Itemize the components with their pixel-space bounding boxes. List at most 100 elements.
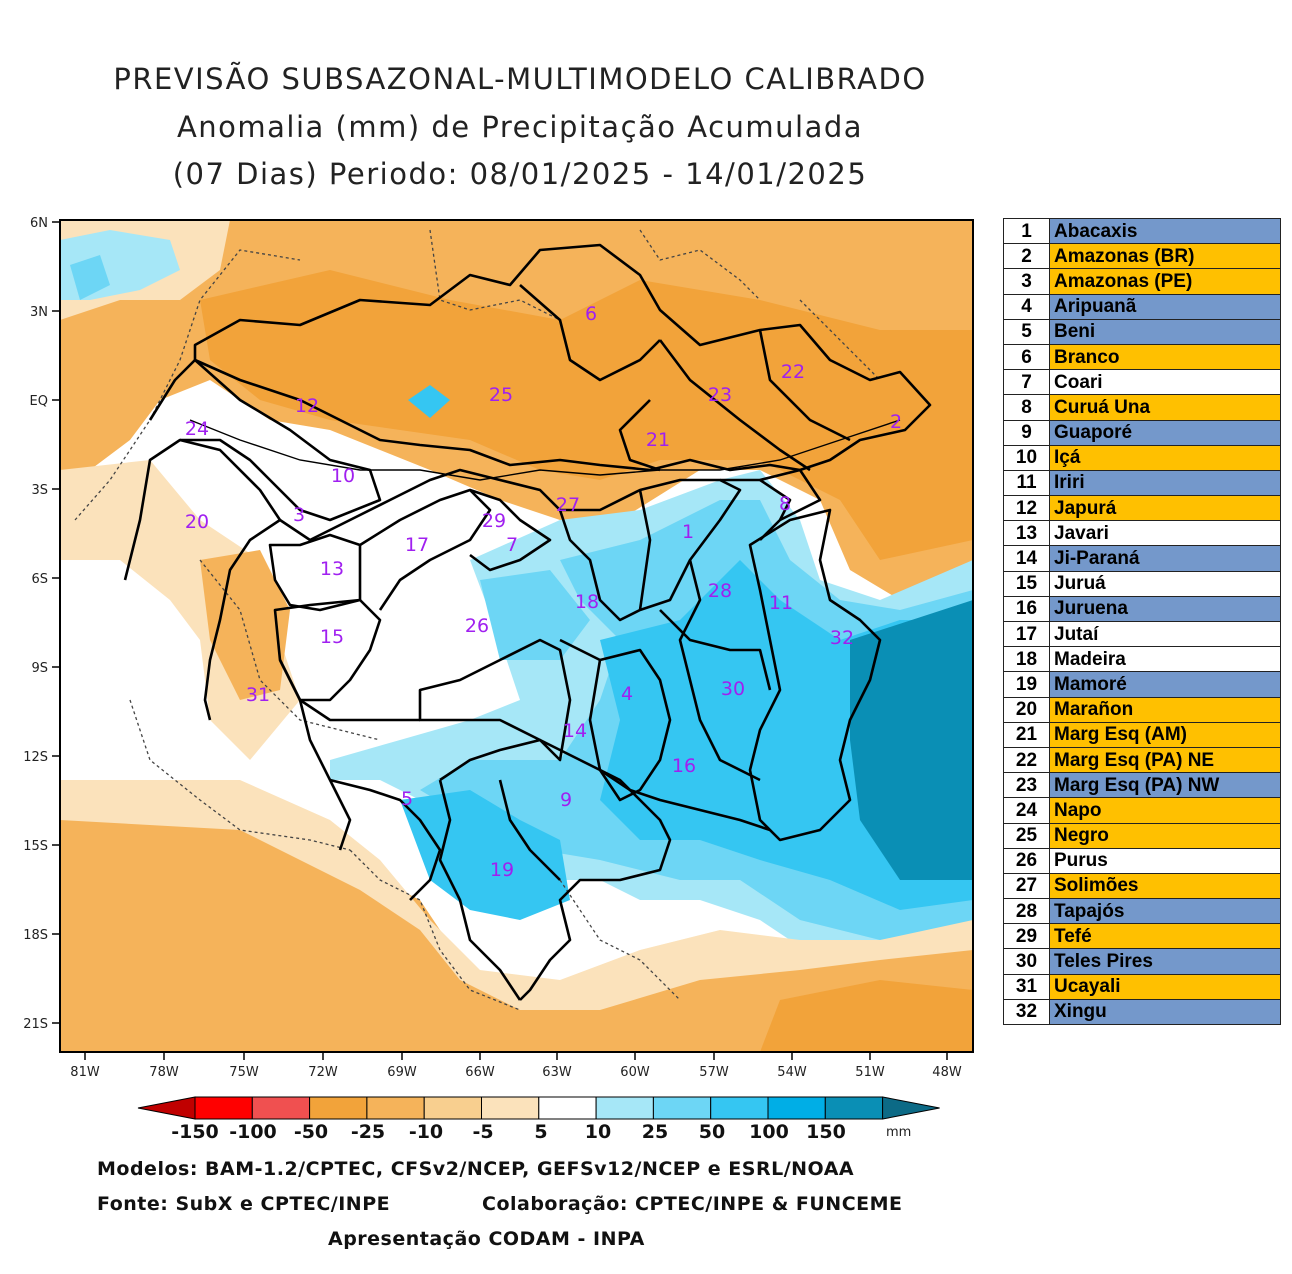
colorbar-swatch	[538, 1096, 597, 1120]
basin-label-24: 24	[185, 418, 209, 440]
legend-number: 20	[1003, 696, 1050, 723]
legend-number: 25	[1003, 822, 1050, 849]
colorbar-label: 10	[585, 1121, 611, 1143]
legend-row: 4 Aripuanã	[1003, 293, 1281, 320]
legend-basin-name: Teles Pires	[1049, 948, 1281, 975]
legend-basin-name: Juruá	[1049, 570, 1281, 597]
dry-anomaly-south	[60, 800, 973, 1052]
colorbar-swatch	[824, 1096, 884, 1120]
colorbar-min-arrow	[137, 1096, 196, 1120]
basin-label-18: 18	[575, 591, 599, 613]
basin-label-2: 2	[890, 411, 902, 433]
dry-anomaly-south-strong	[760, 980, 973, 1052]
legend-basin-name: Javari	[1049, 520, 1281, 547]
lon-label: 66W	[465, 1065, 495, 1080]
legend-number: 6	[1003, 343, 1050, 371]
legend-number: 2	[1003, 243, 1050, 270]
legend-number: 10	[1003, 444, 1050, 471]
legend-basin-name: Guaporé	[1049, 419, 1281, 446]
legend-basin-name: Beni	[1049, 318, 1281, 345]
lat-label: 18S	[23, 928, 48, 943]
lon-label: 60W	[620, 1065, 650, 1080]
legend-number: 28	[1003, 898, 1050, 925]
legend-number: 14	[1003, 545, 1050, 572]
title-line-1: PREVISÃO SUBSAZONAL-MULTIMODELO CALIBRAD…	[113, 62, 927, 96]
basin-label-6: 6	[585, 303, 597, 325]
basin-label-4: 4	[621, 683, 633, 705]
colorbar-label: -150	[171, 1121, 219, 1143]
legend-number: 4	[1003, 293, 1050, 320]
legend-basin-name: Napo	[1049, 797, 1281, 824]
legend-row: 22 Marg Esq (PA) NE	[1003, 746, 1281, 774]
legend-row: 30 Teles Pires	[1003, 948, 1281, 975]
legend-basin-name: Marg Esq (PA) NW	[1049, 772, 1281, 799]
colorbar-label: 50	[699, 1121, 725, 1143]
legend-row: 7 Coari	[1003, 369, 1281, 396]
legend-basin-name: Ucayali	[1049, 973, 1281, 1000]
legend-basin-name: Tapajós	[1049, 898, 1281, 925]
basin-label-17: 17	[405, 534, 429, 556]
basin-legend: 1 Abacaxis 2 Amazonas (BR) 3 Amazonas (PE) 4 Ar…	[1003, 217, 1281, 1026]
colorbar-swatch	[481, 1096, 540, 1120]
basin-label-5: 5	[401, 788, 413, 810]
legend-number: 8	[1003, 394, 1050, 421]
lat-label: EQ	[30, 394, 48, 409]
legend-number: 27	[1003, 872, 1050, 900]
basin-label-14: 14	[563, 720, 587, 742]
footer-source: Fonte: SubX e CPTEC/INPE	[97, 1193, 391, 1215]
legend-basin-name: Içá	[1049, 444, 1281, 471]
colorbar-max-arrow	[882, 1096, 940, 1120]
colorbar-label: 100	[749, 1121, 789, 1143]
lon-label: 72W	[308, 1065, 338, 1080]
colorbar-label: 25	[642, 1121, 668, 1143]
basin-label-21: 21	[646, 429, 670, 451]
legend-row: 20 Marañon	[1003, 696, 1281, 723]
basin-label-23: 23	[708, 384, 732, 406]
legend-basin-name: Marg Esq (PA) NE	[1049, 746, 1281, 774]
legend-row: 15 Juruá	[1003, 570, 1281, 597]
wet-spot-northwest-core	[70, 255, 110, 300]
legend-basin-name: Curuá Una	[1049, 394, 1281, 421]
legend-row: 19 Mamoré	[1003, 671, 1281, 698]
legend-row: 3 Amazonas (PE)	[1003, 268, 1281, 295]
colorbar-label: -10	[409, 1121, 443, 1143]
legend-number: 16	[1003, 595, 1050, 623]
lat-label: 6N	[30, 216, 48, 231]
dry-anomaly-south-light	[60, 780, 973, 1010]
basin-label-3: 3	[293, 504, 305, 526]
legend-number: 13	[1003, 520, 1050, 547]
lat-label: 9S	[31, 661, 48, 676]
basin-label-29: 29	[482, 510, 506, 532]
legend-basin-name: Tefé	[1049, 923, 1281, 950]
basin-label-20: 20	[185, 511, 209, 533]
legend-row: 23 Marg Esq (PA) NW	[1003, 772, 1281, 799]
legend-row: 14 Ji-Paraná	[1003, 545, 1281, 572]
legend-row: 9 Guaporé	[1003, 419, 1281, 446]
legend-basin-name: Amazonas (PE)	[1049, 268, 1281, 295]
title-line-3: (07 Dias) Periodo: 08/01/2025 - 14/01/20…	[172, 157, 868, 191]
colorbar-unit: mm	[886, 1125, 911, 1140]
colorbar-label: 5	[534, 1121, 547, 1143]
wet-anomaly-madeira	[480, 570, 590, 660]
legend-number: 17	[1003, 620, 1050, 648]
legend-basin-name: Jutaí	[1049, 620, 1281, 648]
country-borders	[74, 229, 881, 1011]
legend-row: 8 Curuá Una	[1003, 394, 1281, 421]
colorbar-label: -50	[294, 1121, 328, 1143]
legend-basin-name: Juruena	[1049, 595, 1281, 623]
legend-number: 3	[1003, 268, 1050, 295]
lon-label: 81W	[70, 1065, 100, 1080]
legend-basin-name: Solimões	[1049, 872, 1281, 900]
legend-row: 13 Javari	[1003, 520, 1281, 547]
legend-number: 22	[1003, 746, 1050, 774]
colorbar-label: -25	[351, 1121, 385, 1143]
legend-row: 27 Solimões	[1003, 872, 1281, 900]
colorbar-label: -100	[229, 1121, 277, 1143]
legend-row: 28 Tapajós	[1003, 898, 1281, 925]
lon-label: 78W	[149, 1065, 179, 1080]
legend-row: 2 Amazonas (BR)	[1003, 243, 1281, 270]
basin-label-12: 12	[295, 395, 319, 417]
basin-label-30: 30	[721, 678, 745, 700]
legend-basin-name: Negro	[1049, 822, 1281, 849]
